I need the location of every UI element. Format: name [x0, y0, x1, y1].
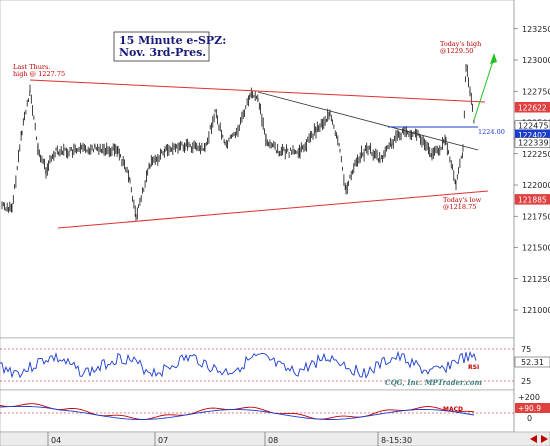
y-tick-label: 121750	[522, 212, 550, 221]
y-tick-label: 122000	[522, 181, 550, 190]
price-tag-label: 122339	[518, 139, 549, 148]
scroll-right-arrow-icon[interactable]	[541, 435, 548, 443]
rsi-grid-75: 75	[521, 345, 531, 354]
rsi-line	[0, 350, 477, 379]
x-tick-label: 8-15:30	[381, 436, 412, 445]
price-panel-frame	[0, 0, 515, 339]
macd-value-current: +90.9	[518, 404, 541, 413]
y-tick-label: 121500	[522, 244, 550, 253]
price-tag-box	[514, 194, 550, 205]
macd-value-200: +200	[518, 393, 540, 402]
rsi-value-tag	[514, 356, 550, 368]
date-strip	[0, 431, 550, 446]
y-tick-label: 122250	[522, 150, 550, 159]
y-axis: 1210001212501215001217501220001222501225…	[514, 25, 550, 315]
today-low-label: Today's low	[443, 196, 482, 204]
x-tick-label: 08	[268, 436, 278, 445]
price-tag-label: 121885	[518, 195, 547, 204]
price-tag-label: 122402	[518, 131, 547, 140]
y-tick-label: 121000	[522, 306, 550, 315]
rsi-value: 52.31	[521, 358, 544, 367]
price-tag-label: 122622	[518, 103, 547, 112]
credit-text: CQG, Inc. MPTrader.com	[385, 378, 482, 387]
x-tick-label: 07	[158, 436, 168, 445]
chart-subtitle: Nov. 3rd-Pres.	[119, 46, 206, 59]
scroll-left-arrow-icon[interactable]	[530, 435, 537, 443]
price-tag-box	[514, 102, 550, 113]
price-bars	[1, 64, 475, 221]
last-thurs-label: Last Thurs.	[13, 63, 50, 71]
last-thurs-value: high @ 1227.75	[13, 70, 65, 78]
support-trendline	[57, 190, 489, 229]
price-tag-box	[514, 137, 550, 148]
declining-trendline	[257, 91, 479, 151]
macd-label: MACD	[443, 406, 463, 413]
rsi-panel-frame	[0, 337, 515, 391]
rsi-grid-25: 25	[521, 377, 531, 386]
x-tick-label: 04	[51, 436, 61, 445]
today-high-value: @1229.50	[440, 47, 473, 55]
macd-value-tag	[515, 403, 550, 413]
price-tag-label: 122475	[518, 122, 549, 131]
y-tick-label: 121250	[522, 275, 550, 284]
title-box	[113, 31, 210, 62]
breakout-arrow-head	[490, 53, 497, 64]
today-low-value: @1218.75	[443, 203, 476, 211]
macd-value-zero: 0	[527, 414, 532, 423]
y-tick-label: 123000	[522, 56, 550, 65]
rsi-label: RSI	[468, 364, 479, 371]
x-axis: 04 07 08 8-15:30	[47, 432, 412, 446]
y-tick-label: 122750	[522, 87, 550, 96]
y-tick-label: 123250	[522, 25, 550, 34]
macd-line	[0, 403, 475, 420]
macd-signal-line	[0, 405, 475, 420]
breakout-arrow	[473, 57, 495, 121]
chart-title: 15 Minute e-SPZ:	[119, 34, 226, 47]
resistance-trendline	[29, 79, 486, 103]
breakout-level-label: 1224.00	[478, 128, 505, 136]
today-high-label: Today's high	[440, 40, 481, 48]
